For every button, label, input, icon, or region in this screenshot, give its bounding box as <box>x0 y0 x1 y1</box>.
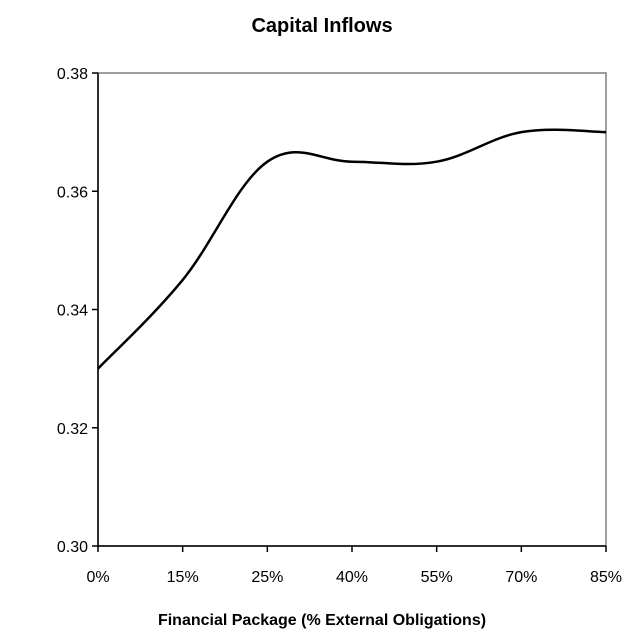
y-tick-label: 0.36 <box>57 184 88 201</box>
chart-title: Capital Inflows <box>251 15 393 37</box>
y-tick-label: 0.34 <box>57 303 88 320</box>
x-axis-label: Financial Package (% External Obligation… <box>157 612 487 629</box>
y-tick-label: 0.38 <box>57 66 88 83</box>
y-tick-label: 0.32 <box>57 421 88 438</box>
x-tick-label: 70% <box>505 569 537 586</box>
x-tick-label: 15% <box>167 569 199 586</box>
ticks: 0.38 0.36 0.34 0.32 0.30 0% 15% 25% 40% 55% 70% 85% <box>57 66 622 586</box>
x-tick-label: 0% <box>86 569 109 586</box>
plot-frame <box>97 72 607 547</box>
series <box>97 128 607 370</box>
series-line <box>97 128 607 370</box>
x-tick-label: 55% <box>421 569 453 586</box>
x-tick-label: 40% <box>336 569 368 586</box>
x-tick-label: 85% <box>590 569 622 586</box>
axes <box>97 73 606 547</box>
y-tick-label: 0.30 <box>57 539 88 556</box>
x-tick-label: 25% <box>251 569 283 586</box>
